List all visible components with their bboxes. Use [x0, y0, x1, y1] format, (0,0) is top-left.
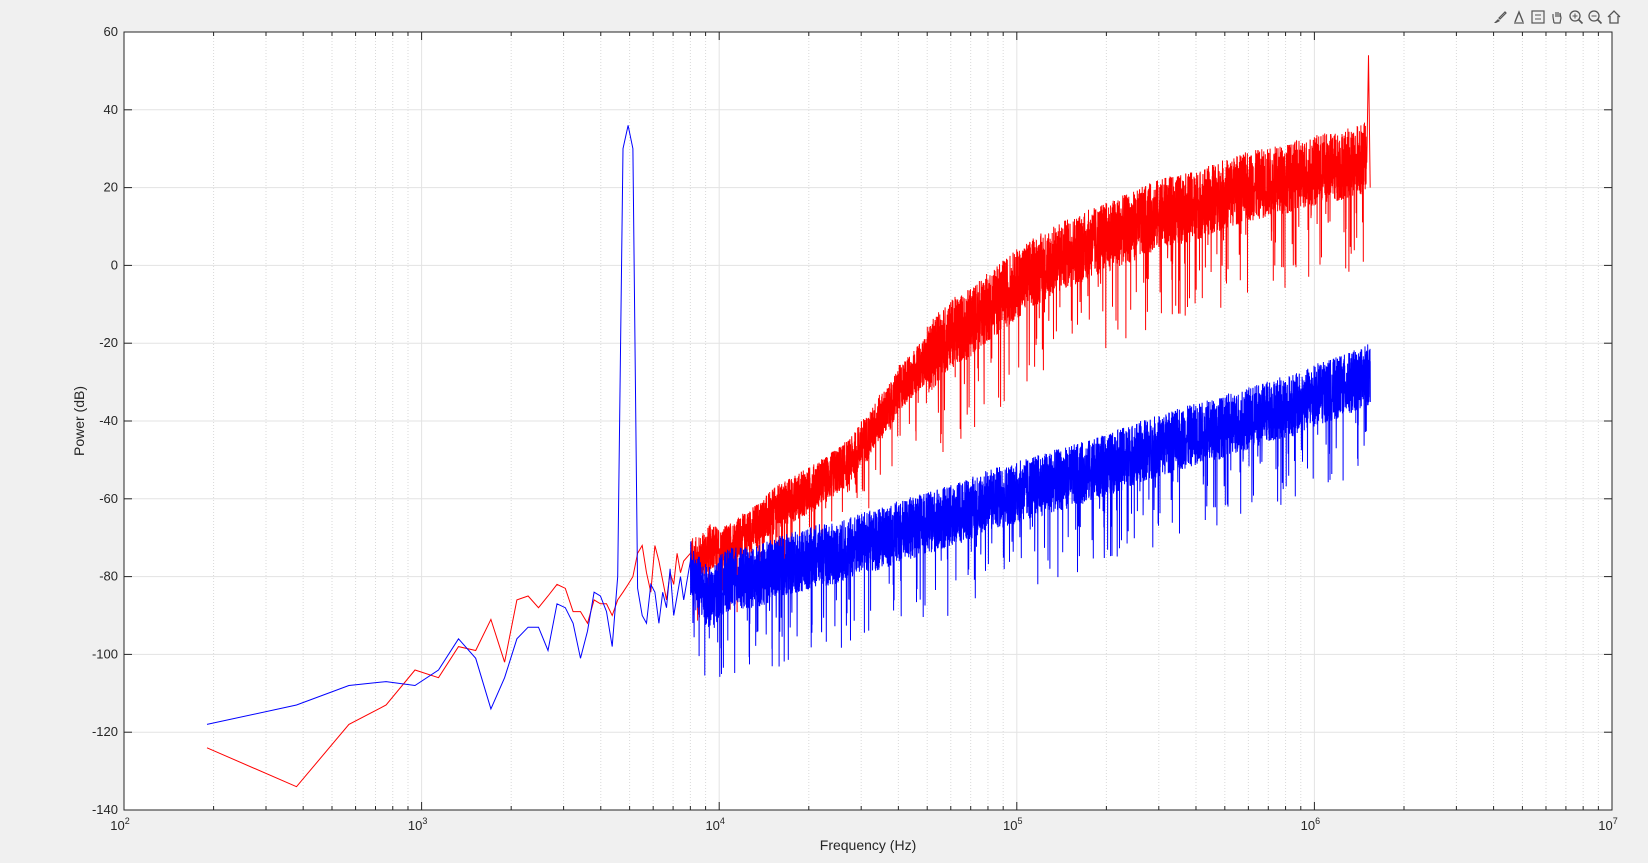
x-tick-label: 104 — [705, 816, 724, 833]
y-tick-label: 60 — [104, 24, 118, 39]
zoom-in-icon[interactable] — [1567, 8, 1584, 25]
y-tick-label: -120 — [92, 724, 118, 739]
y-tick-label: 0 — [111, 257, 118, 272]
series-layer — [206, 55, 1371, 788]
x-tick-label: 106 — [1301, 816, 1320, 833]
y-tick-label: -40 — [99, 413, 118, 428]
zoom-out-icon[interactable] — [1586, 8, 1603, 25]
data-cursor-icon[interactable] — [1510, 8, 1527, 25]
x-tick-label: 107 — [1598, 816, 1617, 833]
series-blue-line — [206, 125, 1371, 725]
x-tick-label: 103 — [408, 816, 427, 833]
x-tick-label: 105 — [1003, 816, 1022, 833]
y-tick-label: 40 — [104, 102, 118, 117]
y-tick-label: -60 — [99, 491, 118, 506]
y-tick-label: -20 — [99, 335, 118, 350]
x-tick-labels: 102 103 104 105 106 107 — [110, 816, 1617, 833]
legend-icon[interactable] — [1529, 8, 1546, 25]
x-axis-label: Frequency (Hz) — [820, 837, 916, 853]
axis-ticks — [123, 31, 1613, 811]
x-tick-label: 102 — [110, 816, 129, 833]
y-tick-labels: 60 40 20 0 -20 -40 -60 -80 -100 -120 -140 — [92, 24, 118, 817]
series-red-line — [206, 55, 1371, 788]
y-tick-label: -80 — [99, 569, 118, 584]
y-tick-label: 20 — [104, 180, 118, 195]
y-tick-label: -140 — [92, 802, 118, 817]
axes-toolbar — [1491, 8, 1622, 25]
y-tick-label: -100 — [92, 646, 118, 661]
brush-icon[interactable] — [1491, 8, 1508, 25]
y-axis-label: Power (dB) — [71, 386, 87, 456]
pan-icon[interactable] — [1548, 8, 1565, 25]
home-icon[interactable] — [1605, 8, 1622, 25]
